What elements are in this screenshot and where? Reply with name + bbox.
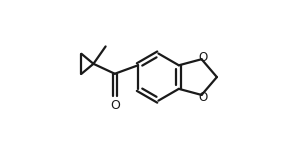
- Text: O: O: [110, 99, 120, 112]
- Text: O: O: [198, 91, 207, 104]
- Text: O: O: [198, 51, 207, 64]
